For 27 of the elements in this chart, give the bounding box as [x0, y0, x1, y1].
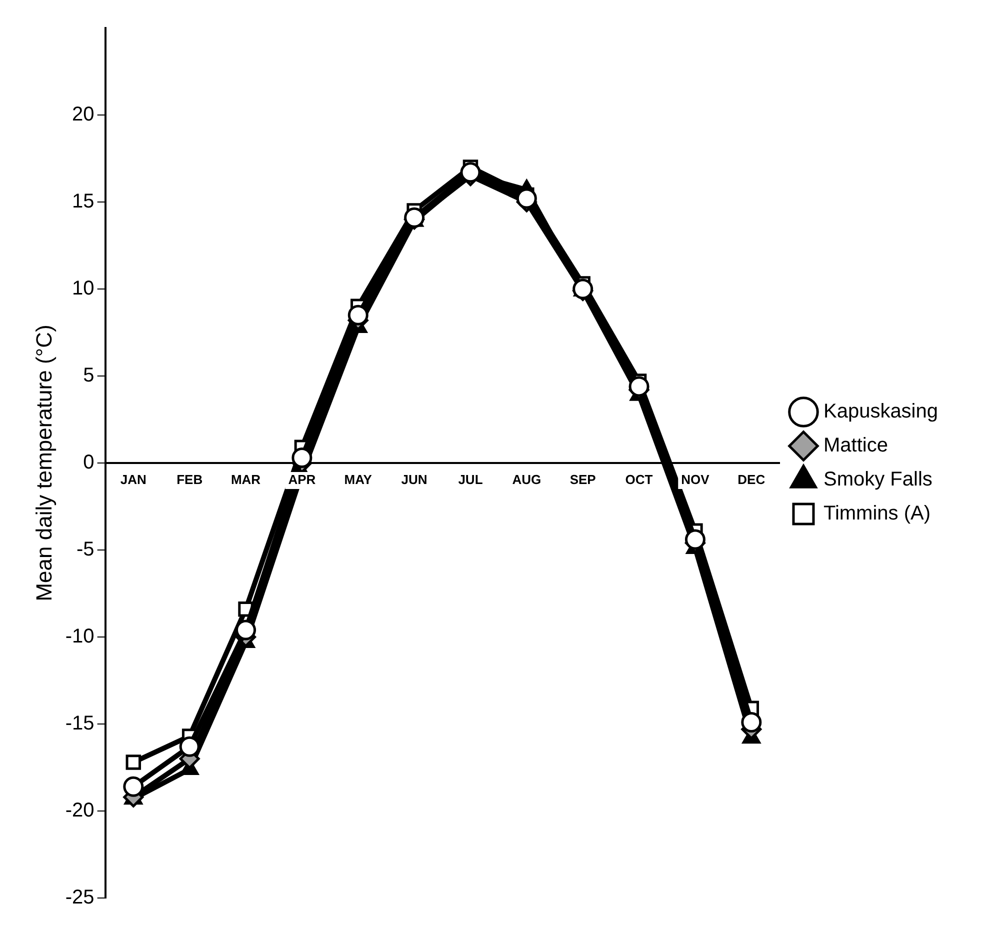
y-tick-label: 0	[83, 452, 94, 474]
y-tick-label: -15	[65, 712, 94, 735]
y-tick-label: 5	[83, 364, 94, 387]
x-tick-label: JAN	[120, 472, 146, 488]
y-axis-title: Mean daily temperature (°C)	[31, 324, 56, 602]
x-tick-label: FEB	[176, 472, 203, 488]
x-tick-label: APR	[288, 472, 316, 488]
y-tick-label: -10	[65, 626, 94, 648]
y-tick-label: -25	[65, 886, 94, 909]
y-tick-label: 15	[72, 190, 94, 213]
x-tick-label: JUN	[401, 472, 428, 488]
legend-label: Smoky Falls	[823, 468, 932, 491]
x-tick-label: AUG	[512, 472, 542, 488]
legend-label: Kapuskasing	[823, 400, 938, 423]
x-tick-label: OCT	[625, 472, 653, 488]
y-tick-label: 10	[72, 278, 94, 300]
legend-label: Timmins (A)	[823, 502, 931, 525]
x-tick-label: JUL	[458, 472, 483, 488]
x-tick-label: SEP	[570, 472, 596, 488]
x-tick-label: MAR	[230, 472, 262, 488]
x-tick-label: NOV	[681, 472, 710, 488]
y-tick-label: -20	[65, 800, 94, 822]
y-tick-label: 20	[72, 104, 94, 126]
x-tick-label: DEC	[738, 472, 766, 488]
legend-label: Mattice	[823, 434, 888, 457]
y-tick-label: -5	[76, 538, 94, 561]
x-tick-label: MAY	[344, 472, 372, 488]
